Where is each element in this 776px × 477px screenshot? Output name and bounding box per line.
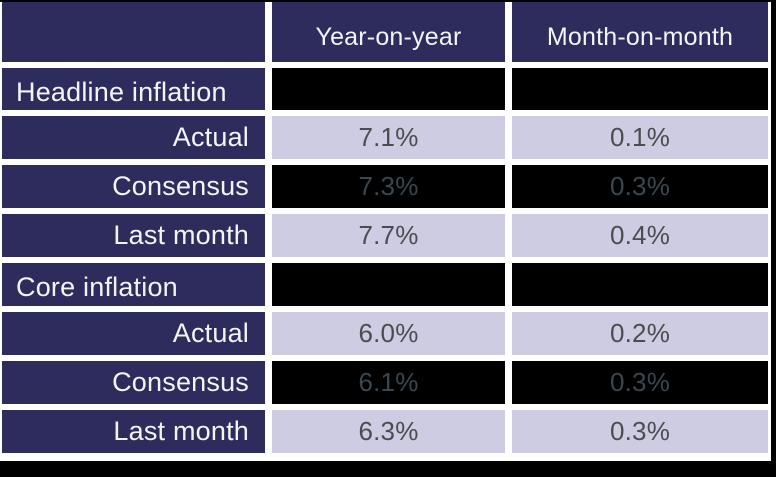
value-headline-consensus-yoy: 7.3%: [272, 165, 505, 208]
value-core-actual-mom: 0.2%: [512, 312, 768, 355]
value-core-last-month-yoy: 6.3%: [272, 410, 505, 453]
value-headline-actual-yoy: 7.1%: [272, 116, 505, 159]
hidden-value-cell-core-yoy: [272, 263, 505, 306]
hidden-value-cell-headline-mom: [512, 68, 768, 110]
inflation-table: Year-on-year Month-on-month Headline inf…: [0, 2, 771, 461]
column-header-year-on-year: Year-on-year: [272, 2, 505, 62]
corner-cell: [2, 2, 265, 62]
value-core-consensus-yoy: 6.1%: [272, 361, 505, 404]
value-headline-consensus-mom: 0.3%: [512, 165, 768, 208]
row-label-headline-inflation: Headline inflation: [2, 68, 265, 110]
row-label-headline-consensus: Consensus: [2, 165, 265, 208]
row-label-headline-actual: Actual: [2, 116, 265, 159]
value-core-actual-yoy: 6.0%: [272, 312, 505, 355]
row-label-core-last-month: Last month: [2, 410, 265, 453]
hidden-value-cell-core-mom: [512, 263, 768, 306]
row-label-core-inflation: Core inflation: [2, 263, 265, 306]
value-core-consensus-mom: 0.3%: [512, 361, 768, 404]
row-label-core-consensus: Consensus: [2, 361, 265, 404]
row-label-core-actual: Actual: [2, 312, 265, 355]
hidden-value-cell-headline-yoy: [272, 68, 505, 110]
value-headline-last-month-yoy: 7.7%: [272, 214, 505, 257]
value-headline-actual-mom: 0.1%: [512, 116, 768, 159]
value-headline-last-month-mom: 0.4%: [512, 214, 768, 257]
row-label-headline-last-month: Last month: [2, 214, 265, 257]
column-header-month-on-month: Month-on-month: [512, 2, 768, 62]
value-core-last-month-mom: 0.3%: [512, 410, 768, 453]
